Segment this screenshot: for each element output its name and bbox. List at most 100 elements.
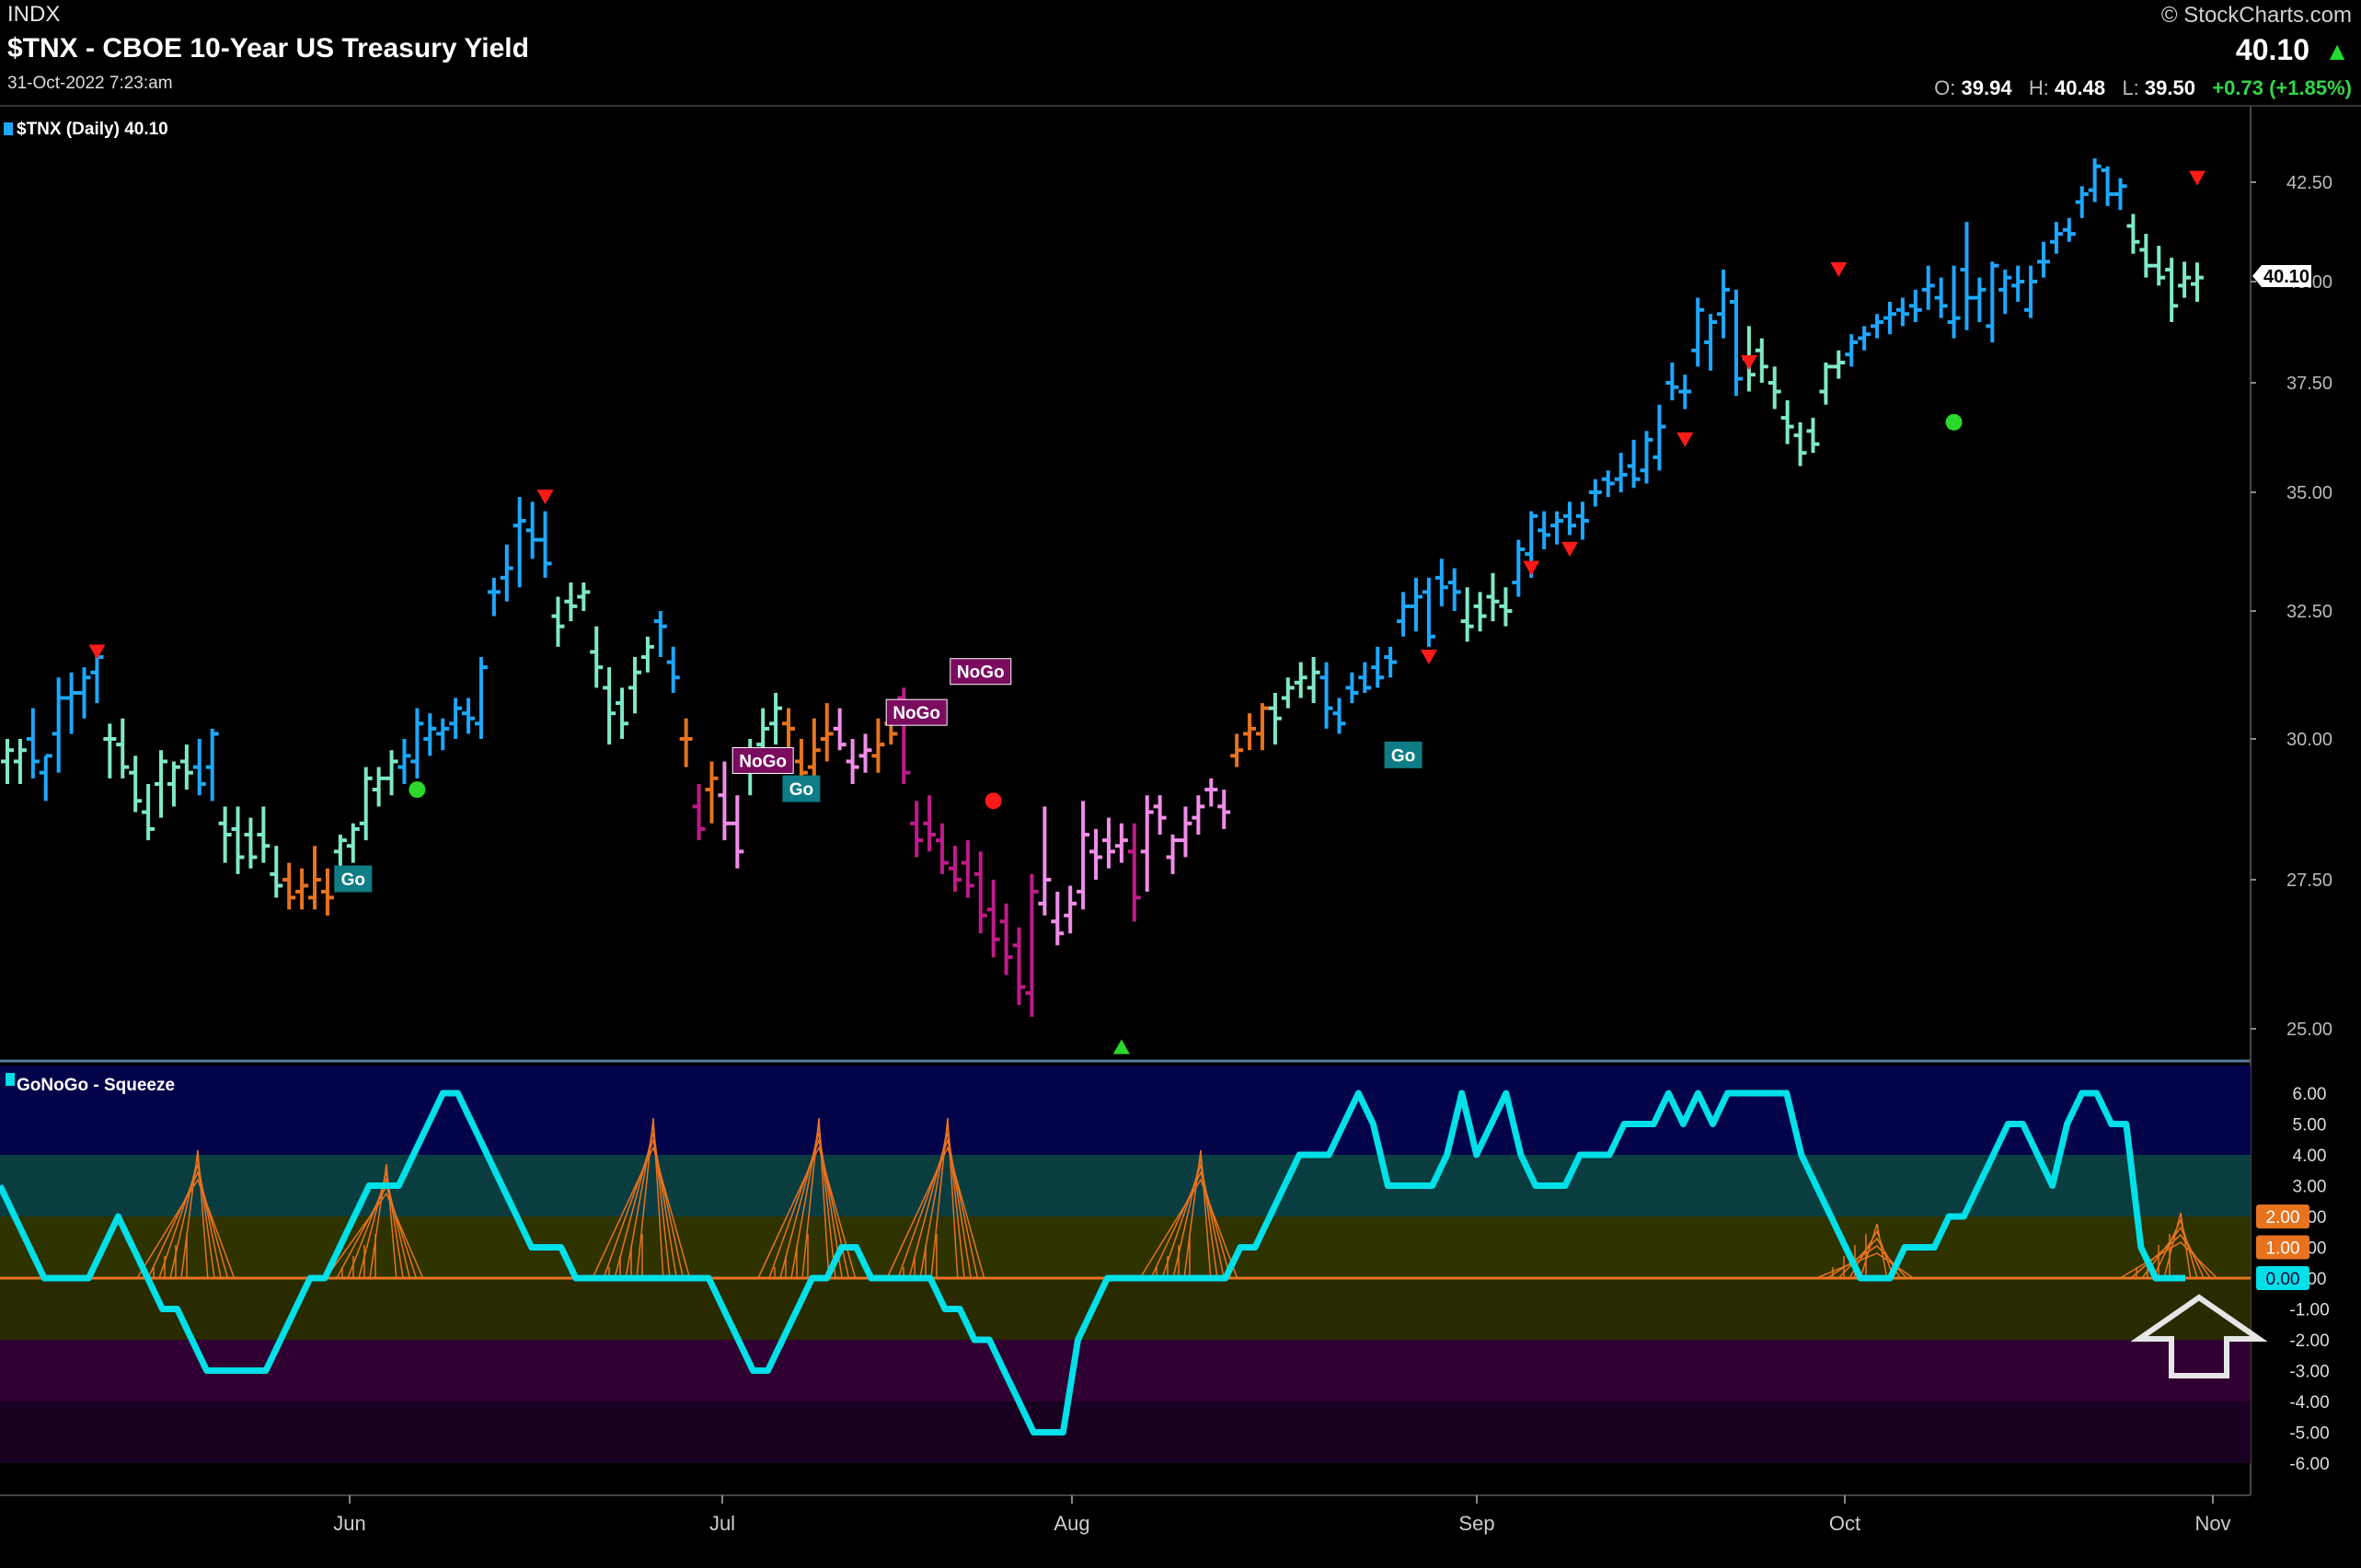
- oscillator-path: [0, 1090, 2185, 1435]
- price-bar: [513, 497, 526, 588]
- price-bar: [308, 846, 322, 910]
- price-bar: [1127, 823, 1141, 922]
- price-bar: [410, 708, 424, 778]
- price-tick-label: 37.50: [2286, 374, 2332, 394]
- price-bar: [2165, 258, 2179, 322]
- sell-signal-triangle: [536, 490, 554, 505]
- signal-label: NoGo: [731, 746, 794, 774]
- squeeze-line: [908, 1132, 972, 1279]
- price-bar: [397, 739, 411, 784]
- signal-label-box: [950, 658, 1012, 686]
- price-bar: [936, 823, 950, 874]
- price-bar: [1268, 692, 1282, 745]
- price-bar: [1538, 511, 1551, 549]
- up-arrow-annotation-icon: [2130, 1294, 2268, 1378]
- signal-label-box: [1384, 741, 1422, 768]
- time-tick-label: Oct: [1829, 1512, 1860, 1535]
- price-bar: [1345, 672, 1359, 704]
- squeeze-line: [790, 1124, 836, 1279]
- squeeze-grid: [1139, 1149, 1238, 1279]
- price-bar: [1384, 646, 1398, 678]
- price-tick-label: 35.00: [2286, 483, 2332, 503]
- squeeze-grid: [757, 1117, 857, 1279]
- nogo-dot: [985, 792, 1002, 810]
- oscillator-legend-swatch: [6, 1073, 15, 1086]
- signal-markers: [88, 170, 2206, 1055]
- price-bar: [551, 596, 565, 647]
- price-bar: [1460, 587, 1474, 642]
- squeeze-line: [147, 1170, 229, 1279]
- price-bar: [1332, 698, 1346, 734]
- price-tick-label: 25.00: [2286, 1020, 2332, 1040]
- last-price: 40.10: [2235, 33, 2309, 66]
- price-bar: [846, 739, 859, 784]
- signal-label-box: [731, 746, 794, 774]
- sell-signal-triangle: [1523, 560, 1540, 576]
- squeeze-line: [2141, 1226, 2205, 1279]
- squeeze-line: [1150, 1170, 1232, 1279]
- price-bar: [1473, 592, 1487, 632]
- time-axis: Jun Jul Aug Sep Oct Nov: [333, 1495, 2231, 1535]
- squeeze-line: [592, 1145, 691, 1279]
- price-bar: [1051, 891, 1065, 946]
- price-bar: [1179, 806, 1192, 858]
- price-bar: [1486, 572, 1500, 622]
- price-bar: [1704, 314, 1718, 371]
- price-bar: [205, 728, 219, 801]
- sell-signal-triangle: [1676, 432, 1694, 447]
- oscillator-band: [0, 1155, 2251, 1216]
- squeeze-line: [2152, 1217, 2198, 1279]
- oscillator-tag-box: [2256, 1266, 2309, 1290]
- oscillator-tag-box: [2256, 1235, 2309, 1260]
- price-bar: [1806, 418, 1820, 454]
- price-bar: [1217, 790, 1231, 829]
- sell-signal-triangle: [1740, 355, 1757, 370]
- price-bar: [2036, 241, 2050, 278]
- oscillator-axis: 6.00 5.00 4.00 3.00 2.00 1.00 0.00 -1.00 -2.00 -3…: [2256, 1085, 2330, 1474]
- price-bar: [564, 582, 578, 622]
- price-bar: [155, 750, 168, 818]
- oscillator-tag-label: 2.00: [2266, 1208, 2300, 1228]
- squeeze-grid: [325, 1163, 424, 1279]
- price-bar: [538, 511, 552, 578]
- price-bar: [833, 708, 847, 751]
- oscillator-tag-label: 1.00: [2266, 1239, 2300, 1259]
- price-bar: [2126, 213, 2140, 254]
- squeeze-line: [1815, 1252, 1915, 1279]
- price-bar: [346, 823, 360, 863]
- price-bar: [820, 703, 834, 762]
- price-bar: [449, 698, 463, 739]
- price-bar: [1691, 297, 1705, 367]
- price-bar: [192, 739, 206, 796]
- price-bar: [1947, 265, 1961, 339]
- price-bar: [1307, 657, 1320, 704]
- price-bar: [1729, 289, 1743, 397]
- ohlc-readout: O: 39.94 H: 40.48 L: 39.50 +0.73 (+1.85%…: [1934, 76, 2352, 100]
- price-bar: [1512, 539, 1526, 597]
- price-bar: [986, 880, 1000, 958]
- price-bar: [2191, 262, 2204, 302]
- price-bar: [628, 657, 641, 714]
- oscillator-tick-label: 6.00: [2293, 1085, 2327, 1104]
- price-bar: [1960, 222, 1974, 330]
- price-bar: [1819, 363, 1833, 405]
- price-bar: [2011, 265, 2025, 302]
- last-price-tag: 40.10: [2252, 265, 2311, 287]
- signal-label-box: [885, 698, 948, 726]
- price-bar: [782, 708, 796, 751]
- price-bar: [1371, 646, 1385, 688]
- high-label: H:: [2028, 76, 2049, 99]
- price-bar: [1845, 334, 1859, 367]
- price-bar: [1921, 265, 1935, 310]
- price-bar: [2139, 234, 2153, 278]
- price-bar: [116, 718, 130, 778]
- price-bar: [52, 677, 65, 773]
- squeeze-line: [757, 1145, 857, 1279]
- brand-watermark[interactable]: © StockCharts.com: [2160, 3, 2352, 28]
- price-bar: [1434, 559, 1448, 606]
- squeeze-line: [347, 1176, 410, 1279]
- price-bar: [692, 783, 706, 841]
- squeeze-line: [1172, 1157, 1218, 1279]
- oscillator-tag-label: 0.00: [2266, 1270, 2300, 1289]
